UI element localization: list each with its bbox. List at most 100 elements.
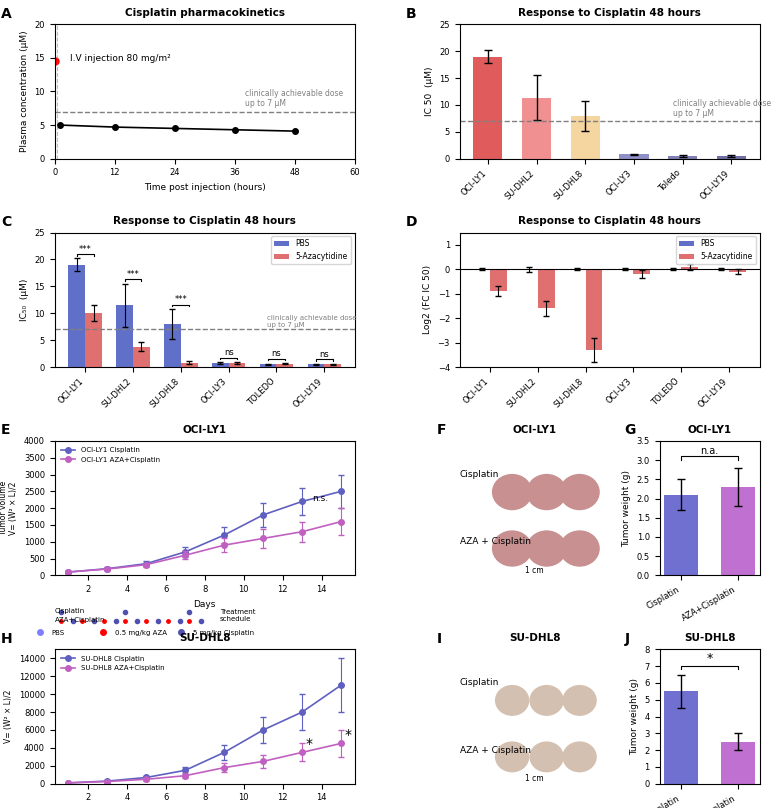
Bar [164, 324, 181, 367]
Legend: PBS, 5-Azacytidine: PBS, 5-Azacytidine [676, 237, 756, 264]
SU-DHL8 AZA+Cisplatin [63, 778, 73, 788]
Line: SU-DHL8 Cisplatin: SU-DHL8 Cisplatin [66, 683, 344, 785]
Circle shape [527, 474, 566, 510]
SU-DHL8 AZA+Cisplatin [142, 774, 151, 784]
SU-DHL8 Cisplatin [181, 765, 190, 775]
Title: Response to Cisplatin 48 hours: Response to Cisplatin 48 hours [518, 217, 701, 226]
Bar [586, 269, 602, 350]
Circle shape [527, 531, 566, 566]
Circle shape [496, 742, 529, 772]
Legend: SU-DHL8 Cisplatin, SU-DHL8 AZA+Cisplatin: SU-DHL8 Cisplatin, SU-DHL8 AZA+Cisplatin [58, 653, 167, 674]
Text: PBS: PBS [52, 630, 65, 636]
Bar [181, 363, 197, 367]
OCI-LY1 Cisplatin [103, 564, 112, 574]
Text: Treatment
schedule: Treatment schedule [220, 609, 255, 622]
Text: *: * [345, 728, 352, 742]
SU-DHL8 Cisplatin [298, 707, 307, 717]
Y-axis label: Tumor weight (g): Tumor weight (g) [622, 469, 631, 547]
Text: B: B [406, 6, 417, 20]
Text: n.s.: n.s. [312, 494, 328, 503]
Text: AZA+Cisplatin: AZA+Cisplatin [55, 617, 105, 624]
SU-DHL8 Cisplatin [258, 725, 268, 734]
OCI-LY1 AZA+Cisplatin [142, 560, 151, 570]
Text: *: * [706, 652, 713, 665]
SU-DHL8 AZA+Cisplatin [337, 739, 346, 748]
Title: OCI-LY1: OCI-LY1 [687, 425, 731, 435]
SU-DHL8 AZA+Cisplatin [103, 776, 112, 786]
Title: OCI-LY1: OCI-LY1 [182, 425, 227, 435]
Circle shape [530, 686, 563, 715]
Text: ns: ns [272, 349, 281, 358]
Text: ***: *** [127, 270, 139, 279]
Bar [324, 364, 341, 367]
Bar [473, 57, 503, 158]
Bar [308, 364, 324, 367]
Y-axis label: Tumor volume
V= (W² × L)/2: Tumor volume V= (W² × L)/2 [0, 481, 19, 536]
Text: ***: *** [79, 245, 92, 254]
OCI-LY1 Cisplatin [181, 547, 190, 557]
OCI-LY1 AZA+Cisplatin [219, 541, 229, 550]
Line: OCI-LY1 AZA+Cisplatin: OCI-LY1 AZA+Cisplatin [66, 519, 344, 574]
Text: G: G [625, 423, 636, 437]
Circle shape [493, 531, 532, 566]
Text: clinically achievable dose
up to 7 μM: clinically achievable dose up to 7 μM [245, 89, 343, 108]
SU-DHL8 Cisplatin [142, 772, 151, 782]
Bar [276, 364, 293, 367]
Text: 5 mg/kg Cisplatin: 5 mg/kg Cisplatin [193, 630, 254, 636]
SU-DHL8 Cisplatin [103, 776, 112, 786]
Text: D: D [406, 215, 417, 229]
SU-DHL8 Cisplatin [63, 778, 73, 788]
Text: *: * [306, 737, 313, 751]
OCI-LY1 AZA+Cisplatin [258, 533, 268, 543]
OCI-LY1 Cisplatin [63, 567, 73, 577]
Bar [260, 364, 276, 367]
Y-axis label: Tumor weight (g): Tumor weight (g) [630, 678, 639, 755]
SU-DHL8 Cisplatin [337, 680, 346, 690]
Text: H: H [1, 632, 13, 646]
Legend: OCI-LY1 Cisplatin, OCI-LY1 AZA+Cisplatin: OCI-LY1 Cisplatin, OCI-LY1 AZA+Cisplatin [58, 444, 162, 465]
OCI-LY1 Cisplatin [258, 510, 268, 520]
Line: OCI-LY1 Cisplatin: OCI-LY1 Cisplatin [66, 489, 344, 574]
OCI-LY1 Cisplatin [219, 530, 229, 540]
Title: Cisplatin pharmacokinetics: Cisplatin pharmacokinetics [124, 8, 285, 18]
Y-axis label: IC 50  (μM): IC 50 (μM) [425, 67, 434, 116]
X-axis label: Time post injection (hours): Time post injection (hours) [144, 183, 265, 192]
Bar [490, 269, 507, 291]
Bar [664, 494, 698, 575]
Text: I.V injection 80 mg/m²: I.V injection 80 mg/m² [70, 54, 171, 64]
X-axis label: Days: Days [193, 600, 216, 608]
SU-DHL8 Cisplatin [219, 747, 229, 757]
Circle shape [530, 742, 563, 772]
Bar [116, 305, 133, 367]
Text: clinically achievable dose
up to 7 μM: clinically achievable dose up to 7 μM [673, 99, 771, 118]
Text: C: C [1, 215, 11, 229]
Bar [538, 269, 554, 309]
Bar [212, 363, 229, 367]
Bar [721, 742, 755, 784]
Bar [522, 98, 551, 158]
Circle shape [496, 686, 529, 715]
Circle shape [560, 474, 599, 510]
Text: F: F [437, 423, 446, 437]
Circle shape [560, 531, 599, 566]
OCI-LY1 Cisplatin [337, 486, 346, 496]
Title: Response to Cisplatin 48 hours: Response to Cisplatin 48 hours [114, 217, 296, 226]
Title: OCI-LY1: OCI-LY1 [513, 425, 557, 435]
Text: E: E [1, 423, 10, 437]
Text: A: A [1, 6, 12, 20]
Text: J: J [625, 632, 630, 646]
Bar [68, 265, 85, 367]
OCI-LY1 AZA+Cisplatin [181, 550, 190, 560]
Text: ***: *** [175, 295, 187, 304]
Bar [229, 364, 245, 367]
OCI-LY1 Cisplatin [142, 559, 151, 569]
OCI-LY1 AZA+Cisplatin [337, 517, 346, 527]
Bar [571, 116, 600, 158]
Text: 1 cm: 1 cm [525, 774, 544, 783]
Text: clinically achievable dose
up to 7 μM: clinically achievable dose up to 7 μM [267, 315, 356, 328]
Bar [729, 269, 746, 271]
Text: AZA + Cisplatin: AZA + Cisplatin [460, 537, 531, 546]
Title: SU-DHL8: SU-DHL8 [684, 633, 735, 643]
Text: 0.5 mg/kg AZA: 0.5 mg/kg AZA [115, 630, 167, 636]
Circle shape [563, 742, 596, 772]
